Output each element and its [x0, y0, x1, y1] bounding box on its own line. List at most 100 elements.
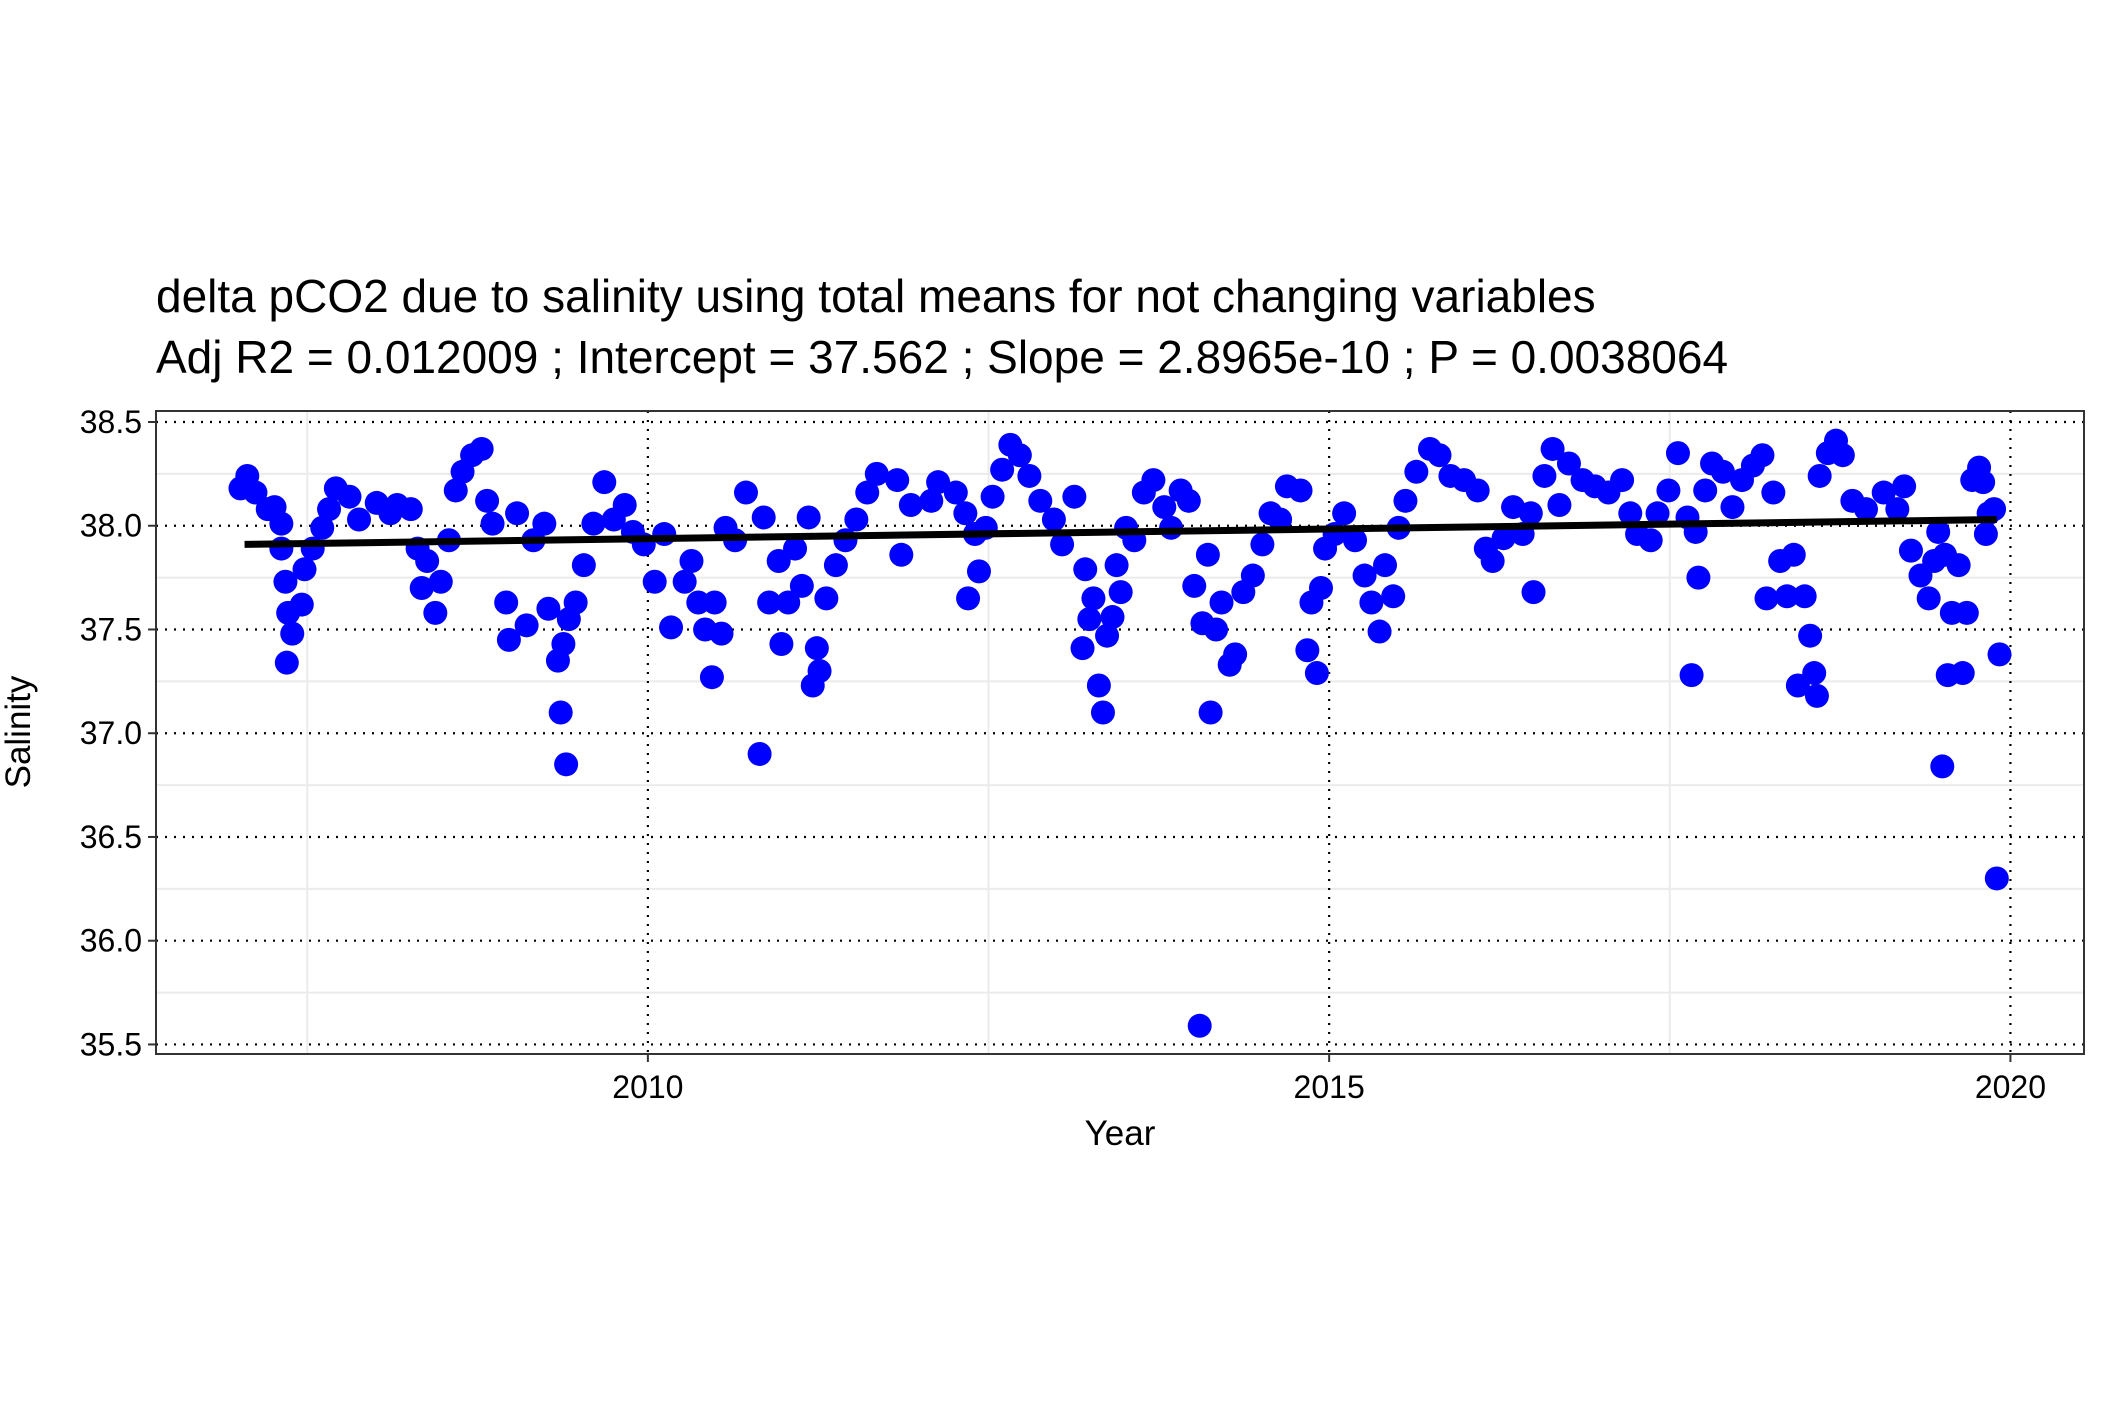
- data-point: [1807, 463, 1832, 488]
- data-point: [814, 586, 839, 611]
- data-point: [514, 613, 539, 638]
- data-point: [919, 488, 944, 513]
- data-point: [966, 559, 991, 584]
- data-point: [1095, 623, 1120, 648]
- data-point: [1304, 661, 1329, 686]
- trend-line: [244, 516, 1997, 548]
- data-point: [409, 575, 434, 600]
- data-point: [289, 592, 314, 617]
- data-point: [1618, 501, 1643, 526]
- data-point: [1750, 443, 1775, 468]
- data-point: [1141, 468, 1166, 493]
- data-point: [505, 501, 530, 526]
- data-point: [679, 549, 704, 574]
- data-point: [1853, 497, 1878, 522]
- data-point: [642, 569, 667, 594]
- data-point: [1802, 661, 1827, 686]
- data-point: [1532, 463, 1557, 488]
- data-point: [1982, 497, 2007, 522]
- data-point: [1288, 478, 1313, 503]
- data-point: [757, 590, 782, 615]
- data-point: [1693, 478, 1718, 503]
- data-point: [1954, 600, 1979, 625]
- data-point: [548, 700, 573, 725]
- data-point: [1187, 1013, 1212, 1038]
- data-point: [1223, 642, 1248, 667]
- data-point: [496, 627, 521, 652]
- y-tick-label: 38.0: [80, 508, 142, 544]
- data-point: [1090, 700, 1115, 725]
- data-point: [898, 492, 923, 517]
- data-point: [885, 468, 910, 493]
- data-point: [1343, 528, 1368, 553]
- data-point: [292, 557, 317, 582]
- data-point: [1610, 468, 1635, 493]
- data-point: [1108, 580, 1133, 605]
- chart-subtitle: Adj R2 = 0.012009 ; Intercept = 37.562 ;…: [156, 331, 1728, 383]
- data-point: [1916, 586, 1941, 611]
- data-point: [1050, 532, 1075, 557]
- data-point: [494, 590, 519, 615]
- data-point: [1950, 661, 1975, 686]
- data-point: [1785, 673, 1810, 698]
- data-point: [1081, 586, 1106, 611]
- y-tick-label: 37.0: [80, 715, 142, 751]
- data-point: [581, 511, 606, 536]
- data-point: [1761, 480, 1786, 505]
- plot-border: [155, 410, 2085, 1055]
- data-point: [1518, 501, 1543, 526]
- data-point: [1062, 484, 1087, 509]
- data-point: [317, 497, 342, 522]
- data-point: [659, 615, 684, 640]
- data-point: [480, 511, 505, 536]
- data-point: [469, 436, 494, 461]
- data-point: [1804, 683, 1829, 708]
- data-point: [1898, 538, 1923, 563]
- data-point: [889, 542, 914, 567]
- x-tick-label: 2020: [1975, 1069, 2046, 1105]
- data-point: [1656, 478, 1681, 503]
- data-point: [428, 569, 453, 594]
- data-point: [612, 492, 637, 517]
- y-tick-label: 36.0: [80, 923, 142, 959]
- data-point: [1198, 700, 1223, 725]
- data-point: [702, 590, 727, 615]
- data-point: [310, 515, 335, 540]
- data-point: [423, 600, 448, 625]
- data-point: [1946, 553, 1971, 578]
- data-point: [280, 621, 305, 646]
- data-point: [652, 522, 677, 547]
- data-point: [1077, 607, 1102, 632]
- data-point: [699, 665, 724, 690]
- data-point: [1926, 519, 1951, 544]
- y-tick-label: 36.5: [80, 819, 142, 855]
- data-point: [269, 536, 294, 561]
- data-point: [1679, 663, 1704, 688]
- y-axis-title: Salinity: [0, 675, 38, 788]
- data-point: [1367, 619, 1392, 644]
- data-point: [1885, 497, 1910, 522]
- data-point: [769, 632, 794, 657]
- data-point: [269, 511, 294, 536]
- data-point: [1359, 590, 1384, 615]
- data-point: [1871, 480, 1896, 505]
- data-point: [1710, 459, 1735, 484]
- data-point: [1352, 563, 1377, 588]
- data-point: [1250, 532, 1275, 557]
- data-point: [1427, 443, 1452, 468]
- data-point: [1240, 563, 1265, 588]
- data-point: [1176, 488, 1201, 513]
- data-point: [864, 461, 889, 486]
- data-point: [807, 658, 832, 683]
- data-point: [1373, 553, 1398, 578]
- data-point: [443, 478, 468, 503]
- x-tick-label: 2015: [1294, 1069, 1365, 1105]
- data-point: [1547, 492, 1572, 517]
- data-point: [571, 553, 596, 578]
- data-point: [1465, 478, 1490, 503]
- data-point: [1638, 528, 1663, 553]
- data-point: [1204, 617, 1229, 642]
- data-point: [1209, 590, 1234, 615]
